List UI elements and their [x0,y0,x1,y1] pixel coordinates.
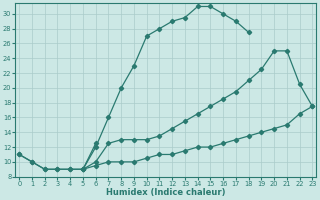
X-axis label: Humidex (Indice chaleur): Humidex (Indice chaleur) [106,188,226,197]
